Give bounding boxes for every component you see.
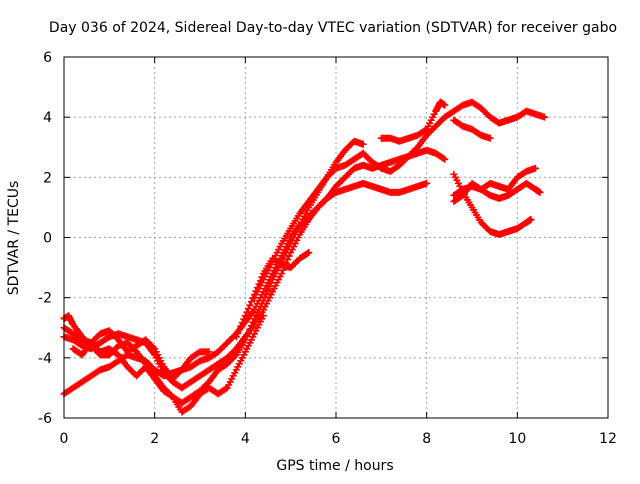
y-tick-label: 0 <box>43 231 52 247</box>
data-point <box>234 329 242 337</box>
data-point <box>249 318 257 326</box>
data-point <box>241 336 249 344</box>
x-tick-label: 6 <box>332 431 341 447</box>
data-point <box>176 367 184 375</box>
data-point <box>321 196 329 204</box>
y-tick-label: -4 <box>38 351 52 367</box>
data-point <box>284 256 292 264</box>
x-tick-label: 10 <box>508 431 526 447</box>
x-axis-label: GPS time / hours <box>276 458 393 474</box>
data-point <box>441 101 449 109</box>
data-point <box>421 126 429 134</box>
data-point <box>149 343 157 351</box>
data-point <box>441 155 449 163</box>
data-point <box>247 298 255 306</box>
data-point <box>205 348 213 356</box>
y-axis-label: SDTVAR / TECUs <box>6 181 22 296</box>
series-track-9 <box>450 116 494 142</box>
y-tick-label: -6 <box>38 411 52 427</box>
data-point <box>243 308 251 316</box>
data-point <box>235 326 243 334</box>
data-point <box>243 332 251 340</box>
data-point <box>359 140 367 148</box>
y-tick-label: -2 <box>38 291 52 307</box>
data-point <box>240 315 248 323</box>
chart-title: Day 036 of 2024, Sidereal Day-to-day VTE… <box>49 20 617 36</box>
data-point <box>305 249 313 257</box>
data-point <box>238 319 246 327</box>
data-point <box>303 250 311 258</box>
data-point <box>278 270 286 278</box>
data-point <box>262 290 270 298</box>
y-tick-label: 2 <box>43 170 52 186</box>
data-point <box>264 286 272 294</box>
data-layer <box>60 98 549 416</box>
y-tick-label: 6 <box>43 50 52 66</box>
data-point <box>486 134 494 142</box>
tick-layer: 0 2 4 6 8 10 12 -6 -4 -2 0 2 4 6 <box>38 50 617 447</box>
series-track-4 <box>60 324 213 383</box>
data-point <box>241 312 249 320</box>
data-point <box>244 305 252 313</box>
data-point <box>246 301 254 309</box>
data-point <box>439 154 447 162</box>
data-point <box>246 325 254 333</box>
data-point <box>222 385 230 393</box>
data-point <box>423 179 431 187</box>
data-point <box>204 379 212 387</box>
data-point <box>259 297 267 305</box>
series-track-11 <box>450 170 535 238</box>
x-tick-label: 12 <box>599 431 617 447</box>
y-tick-label: 4 <box>43 110 52 126</box>
data-point <box>527 215 535 223</box>
data-point <box>244 329 252 337</box>
data-point <box>232 333 240 341</box>
data-point <box>247 322 255 330</box>
data-point <box>266 283 274 291</box>
data-point <box>261 293 269 301</box>
data-point <box>231 352 239 360</box>
data-point <box>237 322 245 330</box>
data-point <box>536 188 544 196</box>
x-tick-label: 2 <box>150 431 159 447</box>
series-track-7 <box>250 98 549 302</box>
data-point <box>267 279 275 287</box>
x-tick-label: 0 <box>60 431 69 447</box>
data-point <box>412 145 420 153</box>
series-track-12 <box>450 179 544 205</box>
data-point <box>531 164 539 172</box>
series-track-8 <box>377 98 449 145</box>
x-tick-label: 4 <box>241 431 250 447</box>
x-tick-label: 8 <box>422 431 431 447</box>
data-point <box>113 334 121 342</box>
data-point <box>541 113 549 121</box>
